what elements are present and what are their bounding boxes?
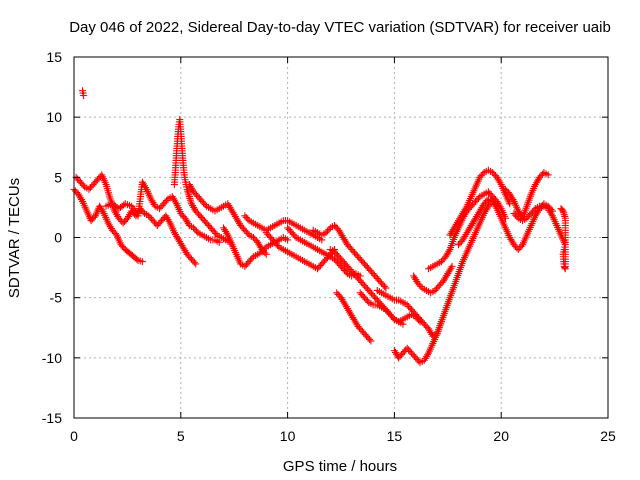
data-series-S [446, 166, 514, 239]
data-series-A [70, 185, 146, 266]
data-series-K [309, 221, 390, 292]
data-series-D [102, 178, 223, 246]
x-axis-title: GPS time / hours [283, 458, 397, 475]
data-series-C [79, 87, 88, 100]
data-series-E [170, 116, 234, 246]
data-points [70, 87, 569, 367]
data-series-J [284, 224, 364, 280]
y-tick-label: 0 [54, 230, 62, 246]
data-series-G [220, 224, 292, 270]
data-series-H [241, 212, 326, 244]
x-tick-label: 5 [177, 428, 185, 444]
y-tick-label: 5 [54, 169, 62, 185]
data-series-R [425, 188, 509, 273]
x-tick-label: 10 [280, 428, 296, 444]
data-series-I [262, 229, 339, 273]
chart-title: Day 046 of 2022, Sidereal Day-to-day VTE… [69, 19, 611, 36]
x-tick-label: 15 [387, 428, 403, 444]
data-series-T [454, 195, 556, 254]
data-series-P [390, 197, 497, 367]
y-axis-title: SDTVAR / TECUs [6, 178, 23, 298]
x-tick-label: 0 [70, 428, 78, 444]
y-tick-label: 10 [46, 109, 62, 125]
y-tick-label: -10 [42, 350, 62, 366]
data-series-Q [410, 262, 456, 297]
data-series-M [333, 289, 375, 345]
axis-ticks: 0 5 10 15 20 25 -15 -10 -5 0 5 10 15 [42, 49, 616, 444]
data-series-V [510, 202, 569, 273]
data-series-F [185, 181, 270, 258]
y-tick-label: -15 [42, 410, 62, 426]
x-tick-label: 25 [600, 428, 616, 444]
y-tick-label: 15 [46, 49, 62, 65]
data-series-U [501, 169, 552, 222]
y-tick-label: -5 [50, 290, 63, 306]
x-tick-label: 20 [493, 428, 509, 444]
